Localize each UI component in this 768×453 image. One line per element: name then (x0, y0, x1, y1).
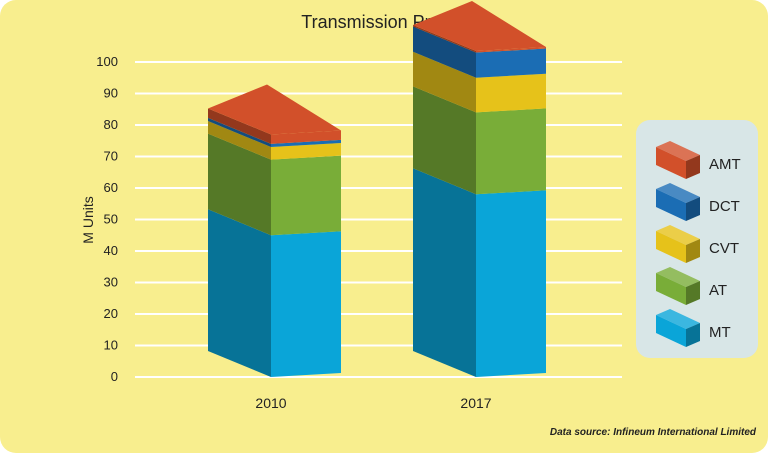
legend-swatch-top (656, 267, 700, 287)
legend-swatch-front (656, 273, 686, 305)
y-tick-label: 40 (104, 243, 118, 258)
bar-top (413, 0, 546, 51)
legend-label: AT (709, 282, 727, 299)
legend-item-at: AT (656, 267, 727, 305)
legend-swatch-side (686, 155, 700, 179)
column-2017 (413, 0, 546, 377)
bar-front (476, 190, 546, 377)
legend-swatch-side (686, 197, 700, 221)
bar-side (208, 121, 271, 160)
bar-front (476, 46, 546, 53)
legend-label: DCT (709, 198, 740, 215)
legend-label: MT (709, 324, 731, 341)
y-tick-label: 20 (104, 306, 118, 321)
bar-side (413, 24, 476, 53)
legend-swatch-front (656, 315, 686, 347)
bar-side (208, 133, 271, 236)
bar-side (413, 51, 476, 113)
bar-side (208, 108, 271, 144)
legend-swatch-front (656, 231, 686, 263)
bar-segment-at-2010 (208, 133, 341, 236)
bar-segment-cvt-2010 (208, 121, 341, 160)
bar-segment-mt-2010 (208, 209, 341, 377)
legend-item-amt: AMT (656, 141, 741, 179)
bar-segment-at-2017 (413, 86, 546, 195)
bar-front (476, 108, 546, 195)
legend-swatch-front (656, 189, 686, 221)
y-tick-labels: 0 10 20 30 40 50 60 70 80 90 100 (96, 54, 118, 384)
y-tick-label: 100 (96, 54, 118, 69)
y-tick-label: 10 (104, 338, 118, 353)
bar-front (271, 231, 341, 377)
bar-segment-dct-2010 (208, 117, 341, 148)
x-tick-label: 2017 (460, 395, 491, 411)
legend: AMT DCT CVT AT MT (636, 120, 758, 358)
bar-segment-dct-2017 (413, 26, 546, 78)
legend-swatch-top (656, 141, 700, 161)
bar-side (413, 86, 476, 195)
y-tick-label: 30 (104, 275, 118, 290)
bar-front (271, 143, 341, 160)
legend-label: CVT (709, 240, 739, 257)
bar-side (413, 168, 476, 377)
bar-segment-cvt-2017 (413, 51, 546, 113)
legend-item-dct: DCT (656, 183, 740, 221)
x-tick-labels: 2010 2017 (255, 395, 491, 411)
bar-side (208, 209, 271, 377)
legend-swatch-side (686, 281, 700, 305)
bar-segment-amt-2010 (208, 84, 341, 144)
bar-front (476, 48, 546, 78)
legend-swatch-front (656, 147, 686, 179)
bar-front (271, 139, 341, 148)
bar-segment-amt-2017 (413, 0, 546, 53)
bar-side (413, 26, 476, 78)
legend-swatch-side (686, 323, 700, 347)
legend-swatch-top (656, 309, 700, 329)
y-tick-label: 60 (104, 180, 118, 195)
column-2010 (208, 84, 341, 377)
legend-item-cvt: CVT (656, 225, 739, 263)
legend-item-mt: MT (656, 309, 731, 347)
bar-front (476, 73, 546, 113)
bar-top (208, 84, 341, 135)
bar-front (271, 130, 341, 144)
bar-side (208, 117, 271, 148)
y-axis-label: M Units (80, 196, 96, 243)
y-tick-label: 50 (104, 212, 118, 227)
data-source-note: Data source: Infineum International Limi… (550, 427, 757, 438)
y-tick-label: 70 (104, 149, 118, 164)
legend-label: AMT (709, 156, 741, 173)
y-tick-label: 90 (104, 86, 118, 101)
legend-swatch-top (656, 183, 700, 203)
y-tick-label: 80 (104, 117, 118, 132)
bar-segment-mt-2017 (413, 168, 546, 377)
stacked-columns (208, 0, 546, 377)
bar-front (271, 155, 341, 236)
legend-swatch-top (656, 225, 700, 245)
y-tick-label: 0 (111, 369, 118, 384)
legend-swatch-side (686, 239, 700, 263)
x-tick-label: 2010 (255, 395, 286, 411)
